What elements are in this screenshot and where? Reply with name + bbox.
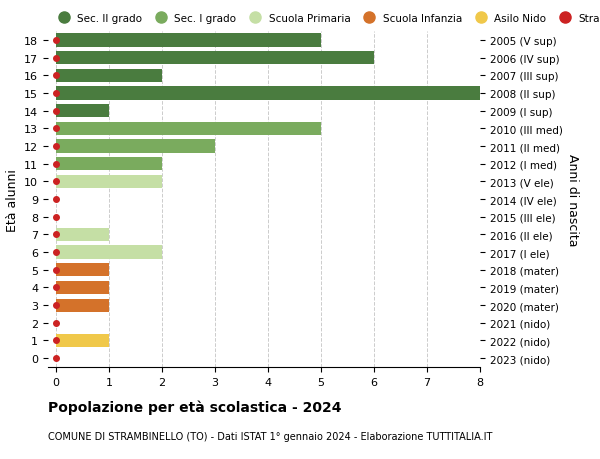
Bar <box>56 123 321 136</box>
Bar <box>56 263 109 277</box>
Y-axis label: Età alunni: Età alunni <box>5 168 19 231</box>
Bar <box>56 175 162 189</box>
Bar <box>56 70 162 83</box>
Bar <box>56 105 109 118</box>
Y-axis label: Anni di nascita: Anni di nascita <box>566 153 579 246</box>
Bar <box>56 158 162 171</box>
Bar <box>56 228 109 241</box>
Bar <box>56 52 374 65</box>
Bar <box>56 34 321 48</box>
Legend: Sec. II grado, Sec. I grado, Scuola Primaria, Scuola Infanzia, Asilo Nido, Stran: Sec. II grado, Sec. I grado, Scuola Prim… <box>53 14 600 23</box>
Bar <box>56 299 109 312</box>
Bar <box>56 334 109 347</box>
Bar <box>56 246 162 259</box>
Bar <box>56 140 215 153</box>
Text: COMUNE DI STRAMBINELLO (TO) - Dati ISTAT 1° gennaio 2024 - Elaborazione TUTTITAL: COMUNE DI STRAMBINELLO (TO) - Dati ISTAT… <box>48 431 493 442</box>
Bar <box>56 281 109 295</box>
Bar <box>56 87 480 101</box>
Text: Popolazione per età scolastica - 2024: Popolazione per età scolastica - 2024 <box>48 399 341 414</box>
